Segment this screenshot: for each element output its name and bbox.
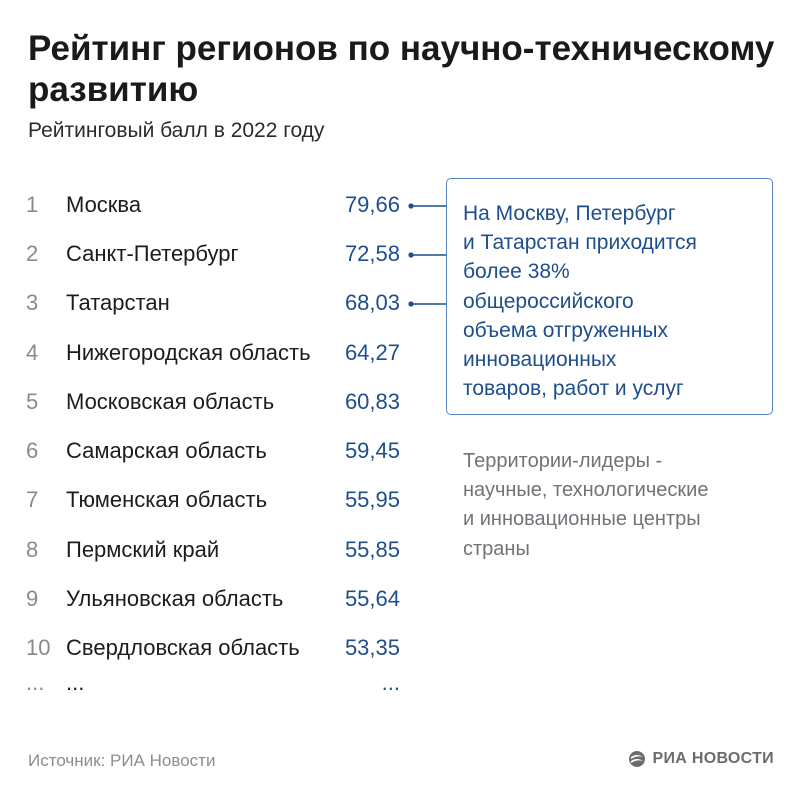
row-value: 53,35: [344, 635, 400, 660]
row-rank: 9: [26, 586, 39, 611]
row-value: 64,27: [344, 340, 400, 365]
source-caption: Источник: РИА Новости: [28, 751, 216, 770]
callout-line: объема отгруженных: [463, 318, 668, 342]
row-value: 55,64: [344, 586, 400, 611]
row-region: Пермский край: [66, 537, 220, 562]
row-rank: 6: [26, 438, 39, 463]
row-region: Московская область: [66, 389, 275, 414]
callout-line: товаров, работ и услуг: [463, 377, 684, 401]
row-rank: 8: [26, 537, 39, 562]
page-title: Рейтинг регионов по научно-техническому …: [28, 29, 775, 109]
ria-novosti-logo: РИА НОВОСТИ: [628, 750, 774, 768]
row-value: ...: [381, 670, 400, 695]
row-region: Ульяновская область: [66, 586, 284, 611]
row-value: 60,83: [344, 389, 400, 414]
row-rank: 5: [26, 389, 39, 414]
row-region: Санкт-Петербург: [66, 241, 239, 266]
page-subtitle: Рейтинговый балл в 2022 году: [28, 119, 325, 142]
leaders-note: Территории-лидеры - научные, технологичес…: [463, 447, 783, 564]
note-line: научные, технологические: [463, 479, 709, 502]
row-rank: ...: [26, 670, 45, 695]
row-region: Самарская область: [66, 438, 267, 463]
row-value: 72,58: [344, 241, 400, 266]
row-value: 59,45: [344, 438, 400, 463]
row-region: Свердловская область: [66, 635, 300, 660]
row-region: Татарстан: [66, 290, 170, 315]
row-value: 79,66: [344, 192, 400, 217]
row-region: ...: [66, 670, 85, 695]
callout-line: и Татарстан приходится: [463, 231, 697, 255]
row-region: Нижегородская область: [66, 340, 311, 365]
row-value: 68,03: [344, 290, 400, 315]
row-rank: 1: [26, 192, 39, 217]
callout-box: На Москву, Петербург и Татарстан приходит…: [446, 178, 773, 415]
callout-line: На Москву, Петербург: [463, 202, 676, 225]
note-line: страны: [463, 537, 530, 560]
logo-text: РИА НОВОСТИ: [652, 750, 774, 767]
note-line: и инновационные центры: [463, 508, 701, 531]
note-line: Территории-лидеры -: [463, 450, 663, 472]
row-rank: 4: [26, 340, 39, 365]
row-rank: 3: [26, 290, 39, 315]
callout-line: общероссийского: [463, 289, 634, 313]
row-rank: 2: [26, 241, 39, 266]
callout-line: более 38%: [463, 260, 570, 284]
row-rank: 10: [26, 635, 51, 660]
row-value: 55,95: [344, 487, 400, 512]
row-rank: 7: [26, 487, 39, 512]
row-region: Тюменская область: [66, 487, 268, 512]
row-region: Москва: [66, 192, 142, 217]
ria-globe-icon: [629, 751, 646, 767]
callout-line: инновационных: [463, 348, 617, 372]
row-value: 55,85: [344, 537, 400, 562]
